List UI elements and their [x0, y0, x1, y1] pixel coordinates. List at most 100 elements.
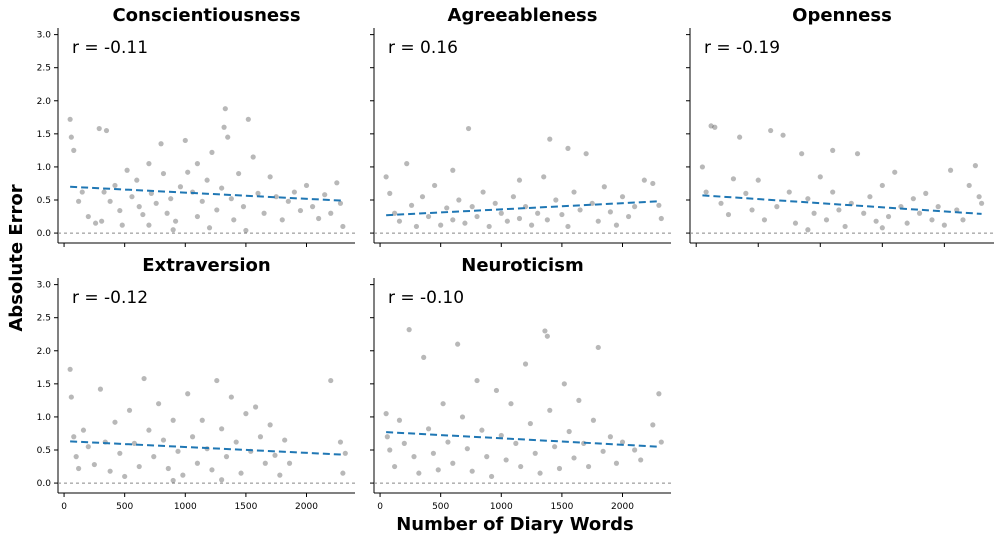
data-point: [221, 124, 227, 130]
data-point: [337, 439, 344, 445]
data-point: [743, 190, 749, 196]
y-tick-label: 0.5: [37, 446, 51, 456]
data-point: [456, 197, 462, 203]
data-point: [585, 463, 592, 470]
data-point: [547, 136, 553, 142]
data-point: [854, 151, 861, 157]
data-point: [561, 381, 567, 387]
data-point: [243, 227, 249, 234]
data-point: [170, 227, 176, 233]
data-point: [830, 147, 836, 153]
data-point: [516, 215, 523, 222]
data-point: [392, 463, 398, 470]
data-point: [383, 411, 389, 417]
data-point: [170, 417, 176, 423]
data-point: [811, 210, 817, 216]
data-point: [823, 217, 830, 223]
data-point: [547, 407, 553, 413]
data-point: [322, 192, 328, 198]
data-point: [99, 218, 105, 224]
data-point: [613, 222, 620, 228]
data-point: [209, 467, 215, 473]
data-point: [658, 439, 664, 445]
data-point: [749, 207, 755, 213]
data-point: [267, 422, 273, 428]
data-point: [236, 170, 242, 177]
trend-line: [70, 440, 343, 456]
y-tick-label: 2.5: [37, 64, 51, 74]
x-axis-label: Number of Diary Words: [396, 514, 634, 535]
data-point: [396, 417, 403, 423]
data-point: [607, 434, 613, 440]
x-tick-label: 1500: [550, 502, 573, 512]
data-point: [708, 123, 714, 129]
data-point: [194, 161, 201, 167]
data-point: [459, 414, 466, 420]
data-point: [272, 452, 278, 458]
data-point: [432, 182, 438, 189]
data-point: [76, 465, 82, 472]
data-point: [656, 202, 662, 208]
x-tick-label: 500: [432, 502, 449, 512]
data-point: [910, 196, 916, 202]
data-point: [469, 468, 475, 474]
data-point: [136, 204, 142, 210]
data-point: [177, 184, 184, 190]
data-point: [387, 447, 393, 453]
data-point: [879, 182, 885, 189]
data-point: [185, 169, 191, 175]
data-point: [607, 209, 613, 215]
data-point: [119, 222, 125, 228]
data-point: [67, 116, 73, 122]
data-point: [194, 460, 201, 466]
data-point: [219, 477, 225, 483]
data-point: [337, 200, 344, 206]
data-point: [712, 124, 718, 130]
trend-line: [386, 200, 659, 217]
data-point: [419, 194, 426, 200]
correlation-label: r = -0.11: [72, 38, 148, 58]
data-point: [885, 213, 892, 220]
data-point: [97, 386, 104, 392]
data-point: [112, 182, 118, 189]
data-point: [328, 377, 334, 384]
data-point: [85, 213, 91, 220]
data-point: [131, 440, 137, 446]
data-point: [67, 366, 73, 372]
data-point: [185, 391, 191, 397]
panel-extraversion: 0.0 0.5 1.0 1.5 2.0 2.5 3.0 0 500 1000 1500 2000 Ext…: [37, 255, 355, 512]
data-point: [625, 213, 632, 220]
data-point: [972, 163, 978, 169]
data-point: [194, 213, 201, 220]
data-point: [786, 189, 792, 195]
y-tick-label: 2.0: [37, 347, 52, 357]
data-point: [146, 427, 152, 433]
y-tick-label: 1.5: [37, 380, 51, 390]
data-point: [799, 151, 805, 157]
data-point: [522, 361, 529, 367]
data-point: [761, 217, 768, 223]
data-point: [182, 137, 188, 144]
data-point: [245, 116, 251, 122]
data-point: [175, 448, 181, 454]
data-point: [240, 204, 247, 210]
data-point: [595, 218, 601, 224]
data-point: [656, 391, 662, 397]
data-point: [450, 460, 456, 466]
data-point: [619, 194, 626, 200]
panel-openness: Openness r = -0.19: [686, 5, 994, 247]
data-point: [966, 182, 972, 189]
data-point: [941, 222, 947, 228]
data-point: [156, 401, 162, 407]
data-point: [904, 220, 910, 226]
data-point: [286, 460, 293, 466]
data-point: [91, 461, 97, 468]
data-point: [552, 444, 558, 450]
data-point: [613, 460, 620, 466]
data-point: [923, 190, 929, 196]
panel-title: Agreeableness: [448, 5, 598, 26]
data-point: [450, 167, 456, 173]
data-point: [444, 205, 450, 211]
data-point: [465, 125, 472, 132]
data-point: [805, 227, 811, 233]
